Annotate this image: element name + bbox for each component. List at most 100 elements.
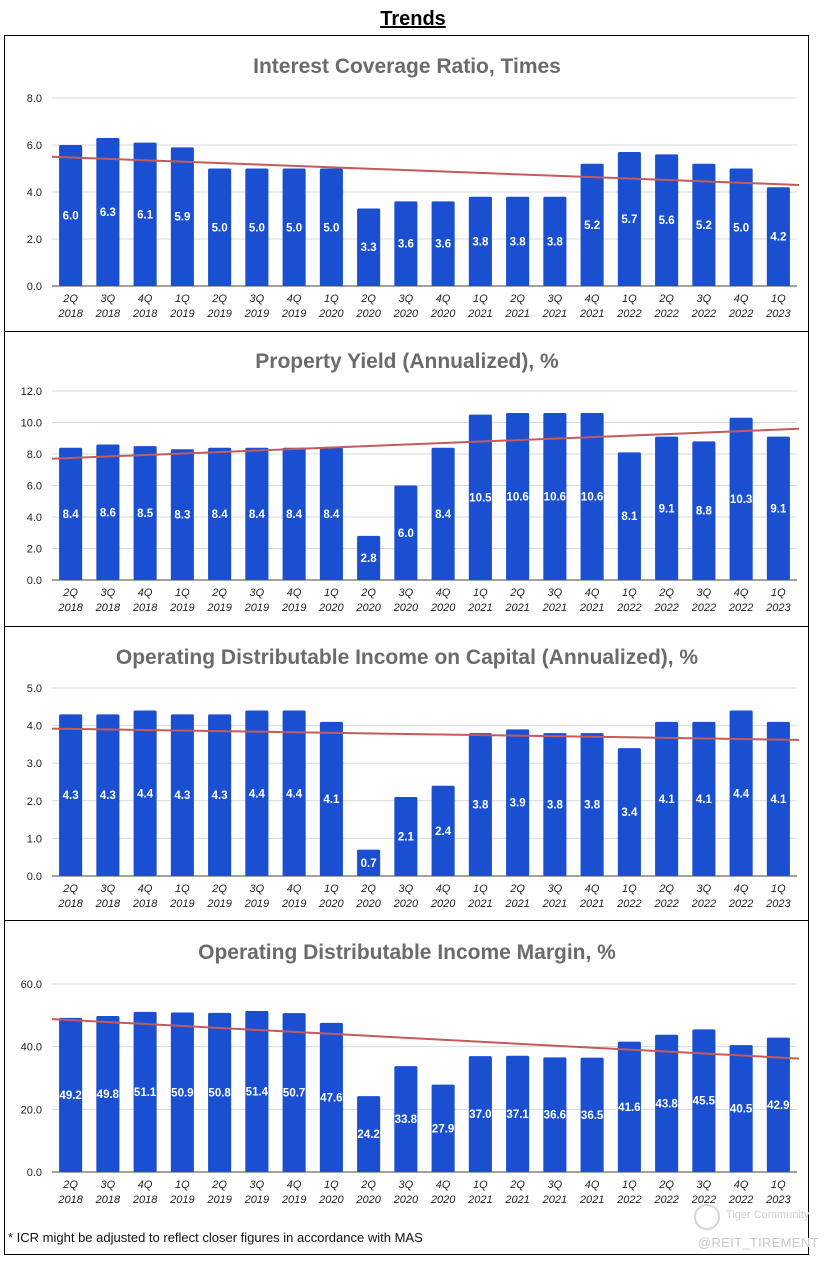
x-tick-year: 2019	[169, 602, 194, 614]
x-tick-year: 2020	[318, 308, 344, 320]
x-tick-year: 2021	[542, 1194, 567, 1206]
bar-value-label: 8.6	[100, 507, 116, 519]
y-tick-label: 0.0	[27, 575, 42, 587]
bar	[394, 201, 418, 286]
bar	[655, 154, 679, 286]
x-tick-year: 2022	[616, 1194, 641, 1206]
bar-value-label: 33.8	[395, 1114, 418, 1126]
x-tick-quarter: 2Q	[211, 883, 227, 895]
x-tick-quarter: 3Q	[101, 1179, 116, 1191]
x-tick-year: 2019	[281, 602, 306, 614]
x-tick-quarter: 2Q	[211, 1179, 227, 1191]
x-tick-year: 2020	[318, 1194, 344, 1206]
footnote: * ICR might be adjusted to reflect close…	[8, 1230, 423, 1245]
x-tick-quarter: 2Q	[509, 587, 525, 599]
y-tick-label: 4.0	[27, 512, 42, 524]
bar-value-label: 5.0	[286, 222, 302, 234]
bar	[59, 714, 83, 876]
x-tick-year: 2022	[653, 308, 678, 320]
x-tick-year: 2020	[318, 602, 344, 614]
x-tick-year: 2018	[132, 1194, 158, 1206]
bar	[245, 447, 269, 580]
x-tick-year: 2020	[393, 898, 419, 910]
x-tick-quarter: 3Q	[697, 587, 712, 599]
y-tick-label: 0.0	[27, 871, 42, 883]
bar	[543, 1057, 567, 1172]
x-tick-quarter: 1Q	[324, 883, 339, 895]
bar-value-label: 8.4	[249, 509, 266, 521]
x-tick-quarter: 3Q	[250, 587, 265, 599]
y-tick-label: 2.0	[27, 796, 42, 808]
bar-value-label: 50.8	[208, 1087, 231, 1099]
bar	[133, 1011, 157, 1172]
bar	[580, 1057, 604, 1172]
bar	[543, 733, 567, 876]
x-tick-quarter: 2Q	[360, 883, 376, 895]
bar	[59, 1017, 83, 1172]
bar	[729, 1045, 753, 1172]
x-tick-year: 2019	[281, 308, 306, 320]
x-tick-year: 2023	[765, 602, 791, 614]
bar	[692, 721, 716, 876]
bar	[729, 710, 753, 876]
bar	[208, 168, 232, 286]
x-tick-quarter: 1Q	[175, 587, 190, 599]
bar-value-label: 37.0	[469, 1109, 491, 1121]
x-tick-year: 2022	[691, 308, 716, 320]
x-tick-quarter: 4Q	[585, 587, 600, 599]
x-tick-year: 2020	[393, 308, 419, 320]
bar	[96, 137, 120, 286]
trend-line	[51, 155, 800, 186]
x-tick-quarter: 4Q	[138, 587, 153, 599]
chart-property-yield: Property Yield (Annualized), % 0.0 2.0 4.0 6…	[21, 350, 800, 614]
bar	[431, 785, 455, 876]
x-tick-year: 2019	[244, 1194, 269, 1206]
chart-panel-property-yield: Property Yield (Annualized), % 0.0 2.0 4.0 6…	[4, 331, 809, 626]
bar	[394, 1066, 418, 1172]
x-tick-quarter: 2Q	[62, 587, 78, 599]
x-tick-quarter: 3Q	[548, 293, 563, 305]
x-tick-quarter: 1Q	[473, 587, 488, 599]
bar-value-label: 2.8	[361, 553, 378, 565]
bar-value-label: 47.6	[320, 1092, 342, 1104]
x-tick-year: 2019	[244, 602, 269, 614]
x-tick-quarter: 2Q	[62, 293, 78, 305]
x-tick-quarter: 1Q	[324, 293, 339, 305]
bar	[282, 710, 306, 876]
x-tick-quarter: 3Q	[697, 883, 712, 895]
x-tick-year: 2020	[430, 898, 456, 910]
x-tick-year: 2021	[579, 308, 604, 320]
bar	[766, 721, 790, 876]
y-tick-label: 60.0	[21, 979, 42, 991]
x-tick-quarter: 4Q	[287, 1179, 302, 1191]
x-tick-quarter: 1Q	[175, 293, 190, 305]
bar-value-label: 9.1	[659, 503, 676, 515]
x-tick-quarter: 4Q	[138, 883, 153, 895]
bar-value-label: 3.6	[435, 239, 451, 251]
bar-value-label: 6.3	[100, 207, 116, 219]
bar-value-label: 3.8	[472, 800, 489, 812]
chart-odi-on-capital: Operating Distributable Income on Capita…	[27, 646, 800, 910]
bar	[468, 196, 492, 286]
bar	[170, 1012, 194, 1172]
bar-value-label: 50.7	[283, 1088, 305, 1100]
bar	[580, 733, 604, 876]
x-tick-quarter: 3Q	[399, 883, 414, 895]
x-tick-quarter: 2Q	[62, 1179, 78, 1191]
bar-value-label: 5.9	[174, 212, 190, 224]
bar-value-label: 4.2	[770, 232, 786, 244]
x-tick-year: 2022	[728, 602, 753, 614]
x-tick-year: 2020	[355, 602, 381, 614]
bar	[319, 1022, 343, 1172]
x-tick-year: 2019	[281, 898, 306, 910]
x-tick-year: 2020	[355, 1194, 381, 1206]
bar-value-label: 4.3	[100, 790, 116, 802]
bar	[468, 1056, 492, 1172]
x-tick-year: 2022	[728, 1194, 753, 1206]
x-tick-year: 2018	[95, 308, 121, 320]
bar	[394, 797, 418, 876]
x-tick-quarter: 4Q	[585, 1179, 600, 1191]
bar-value-label: 8.8	[696, 506, 713, 518]
bar	[357, 535, 381, 580]
watermark-community: Tiger Community	[726, 1209, 810, 1221]
